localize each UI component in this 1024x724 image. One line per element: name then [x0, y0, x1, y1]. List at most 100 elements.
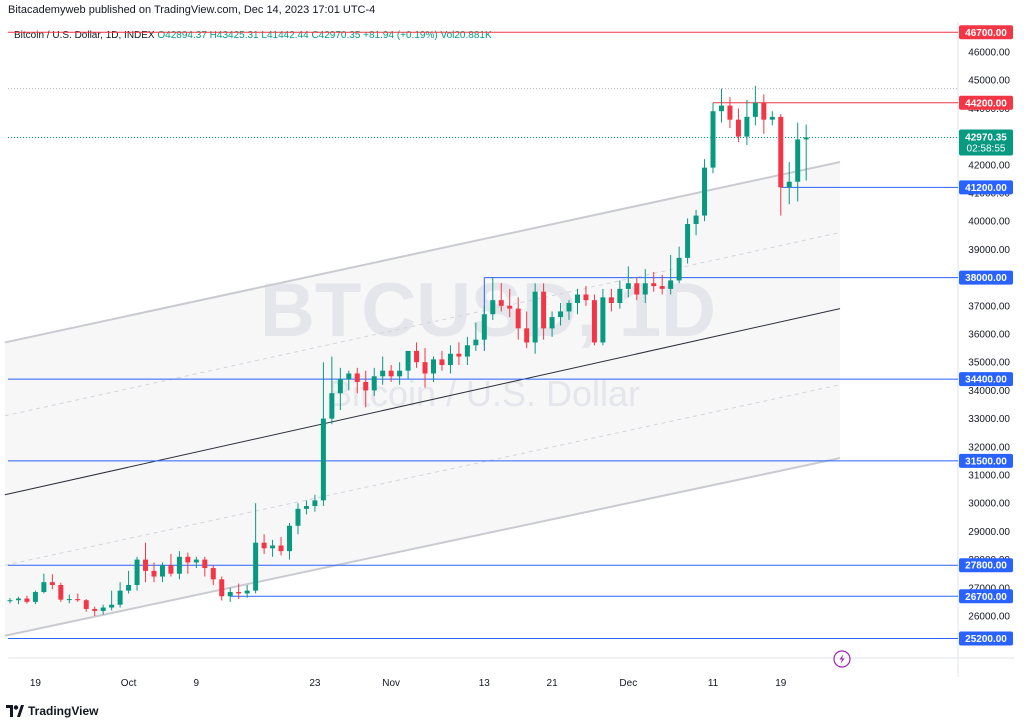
- price-tick-label: 26000.00: [968, 612, 1010, 623]
- price-tick-label: 29000.00: [968, 527, 1010, 538]
- candle-body: [117, 590, 123, 605]
- candle-body: [219, 579, 225, 597]
- candle-body: [320, 418, 326, 501]
- candle-body: [761, 102, 767, 120]
- level-badge: [959, 453, 1013, 468]
- change-value: +81.94 (+0.19%): [363, 30, 438, 41]
- candle-body: [456, 353, 462, 357]
- price-tick-label: 27000.00: [968, 583, 1010, 594]
- candle-body: [558, 311, 564, 318]
- candle-body: [185, 556, 191, 563]
- tradingview-brand-label: TradingView: [28, 704, 99, 718]
- candle-body: [253, 542, 259, 591]
- candle-body: [134, 559, 140, 585]
- candle-body: [439, 359, 445, 366]
- candle-body: [109, 604, 115, 608]
- candle-body: [464, 345, 470, 357]
- channel-middle-line: [4, 308, 841, 496]
- candle-body: [473, 339, 479, 346]
- candle-body: [92, 608, 98, 611]
- candle-body: [371, 376, 377, 391]
- candle-body: [515, 308, 521, 329]
- level-badge: [959, 589, 1013, 604]
- candle-body: [287, 525, 293, 552]
- candle-body: [498, 300, 504, 306]
- candle-body: [270, 545, 276, 549]
- countdown-label: 02:58:55: [967, 143, 1006, 154]
- price-tick-label: 45000.00: [968, 76, 1010, 87]
- candle-body: [600, 297, 606, 343]
- candle-body: [380, 370, 386, 377]
- time-tick-label: 13: [479, 678, 491, 689]
- last-price-badge: [959, 129, 1013, 156]
- price-tick-label: 40000.00: [968, 217, 1010, 228]
- candle-body: [227, 592, 233, 597]
- tradingview-brand[interactable]: TradingView: [6, 704, 98, 718]
- candle-body: [549, 317, 555, 329]
- candle-body: [541, 291, 547, 329]
- tradingview-logo-icon: [6, 705, 24, 717]
- open-value: O42894.37: [157, 30, 207, 41]
- candle-body: [202, 559, 208, 569]
- candle-body: [236, 592, 242, 594]
- candle-body: [151, 570, 157, 577]
- symbol-legend: Bitcoin / U.S. Dollar, 1D, INDEX O42894.…: [14, 30, 492, 41]
- price-tick-label: 35000.00: [968, 358, 1010, 369]
- candle-body: [710, 111, 716, 168]
- candle-body: [159, 565, 165, 577]
- channel-quarter-lower-line: [4, 384, 841, 566]
- level-badge-label: 25200.00: [965, 634, 1007, 645]
- candle-body: [388, 370, 394, 377]
- candle-body: [507, 305, 513, 309]
- time-tick-label: 23: [309, 678, 321, 689]
- candle-body: [744, 116, 750, 137]
- candle-body: [303, 506, 309, 509]
- time-tick-label: Dec: [619, 678, 637, 689]
- price-tick-label: 34000.00: [968, 386, 1010, 397]
- time-tick-label: 19: [30, 678, 42, 689]
- candle-body: [49, 582, 55, 585]
- candle-body: [75, 599, 81, 601]
- candle-body: [176, 556, 182, 574]
- candle-body: [617, 288, 623, 303]
- candle-body: [66, 599, 72, 601]
- level-badge-label: 41200.00: [965, 183, 1007, 194]
- candle-body: [58, 584, 64, 600]
- candle-body: [41, 582, 47, 593]
- watermark-ticker: BTCUSD, 1D: [260, 268, 716, 353]
- candle-body: [727, 105, 733, 120]
- candle-body: [769, 116, 775, 120]
- price-tick-label: 46000.00: [968, 48, 1010, 59]
- candle-body: [786, 181, 792, 188]
- level-badge: [959, 25, 1013, 40]
- candle-body: [659, 286, 665, 289]
- time-tick-label: 11: [708, 678, 719, 689]
- level-badge-label: 26700.00: [965, 592, 1007, 603]
- candle-body: [405, 350, 411, 371]
- candle-body: [329, 393, 335, 419]
- level-badge: [959, 180, 1013, 195]
- candle-body: [397, 370, 403, 377]
- candle-body: [532, 291, 538, 343]
- candle-body: [651, 283, 657, 287]
- candle-body: [193, 559, 199, 563]
- candle-body: [735, 119, 741, 137]
- candle-body: [295, 508, 301, 526]
- watermark: BTCUSD, 1D Bitcoin / U.S. Dollar: [260, 268, 716, 414]
- candle-body: [278, 545, 284, 552]
- level-badge-label: 34400.00: [965, 375, 1007, 386]
- candle-body: [168, 565, 174, 574]
- candle-body: [337, 379, 343, 394]
- level-badge-label: 46700.00: [965, 28, 1007, 39]
- level-badge: [959, 631, 1013, 646]
- candle-body: [481, 314, 487, 340]
- time-tick-label: 9: [194, 678, 200, 689]
- candle-body: [642, 283, 648, 295]
- price-tick-label: 32000.00: [968, 442, 1010, 453]
- lightning-icon[interactable]: [833, 650, 851, 668]
- candle-body: [574, 294, 580, 303]
- candle-body: [608, 297, 614, 303]
- candle-body: [447, 353, 453, 366]
- channel-lower-line: [4, 457, 841, 637]
